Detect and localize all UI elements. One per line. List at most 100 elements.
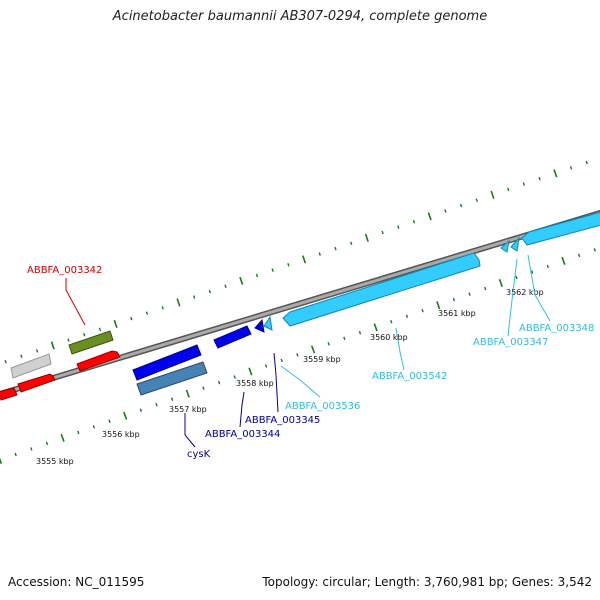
minor-tick <box>155 402 158 407</box>
minor-tick <box>264 364 268 368</box>
gene-label[interactable]: ABBFA_003536 <box>285 401 360 412</box>
minor-tick <box>92 425 96 429</box>
gene-feature-cyan-5[interactable] <box>521 211 600 246</box>
major-tick <box>436 301 441 310</box>
minor-tick <box>569 166 573 170</box>
gene-feature-cyan-4[interactable] <box>510 236 520 252</box>
minor-tick <box>108 419 111 424</box>
minor-tick <box>139 408 143 412</box>
minor-tick <box>20 354 23 358</box>
minor-tick <box>202 386 205 390</box>
minor-tick <box>444 209 447 213</box>
minor-tick <box>192 295 196 299</box>
gene-label[interactable]: ABBFA_003345 <box>245 415 320 426</box>
minor-tick <box>14 452 17 457</box>
gene-feature-red-fwd-2[interactable] <box>17 373 56 393</box>
major-tick <box>302 255 307 264</box>
axis-tick-labels: 3555 kbp 3556 kbp 3557 kbp 3558 kbp 3559… <box>36 288 544 466</box>
gene-label[interactable]: ABBFA_003348 <box>519 323 594 334</box>
minor-tick <box>459 203 463 208</box>
gene-feature-gray[interactable] <box>10 353 52 379</box>
minor-tick <box>390 320 393 324</box>
label-connectors <box>65 254 551 448</box>
major-tick <box>364 233 369 242</box>
minor-tick <box>30 447 33 451</box>
minor-tick <box>475 198 478 202</box>
minor-tick <box>327 342 330 346</box>
minor-tick <box>334 246 337 251</box>
minor-tick <box>507 187 510 192</box>
minor-tick <box>343 336 346 341</box>
gene-label[interactable]: ABBFA_003542 <box>372 371 447 382</box>
major-tick <box>427 212 432 221</box>
minor-tick <box>405 314 409 318</box>
minor-tick <box>67 338 70 342</box>
gene-feature-steel[interactable] <box>136 361 208 396</box>
major-tick <box>373 323 378 332</box>
tick-label: 3561 kbp <box>438 309 476 318</box>
tick-label: 3558 kbp <box>236 379 274 388</box>
major-tick <box>123 411 128 420</box>
major-tick <box>561 256 566 265</box>
genome-summary-text: Topology: circular; Length: 3,760,981 bp… <box>262 575 592 589</box>
tick-label: 3562 kbp <box>506 288 544 297</box>
minor-tick <box>350 241 353 245</box>
gene-label[interactable]: cysK <box>187 449 211 460</box>
minor-tick <box>546 264 550 269</box>
major-tick <box>498 278 503 288</box>
major-tick <box>0 457 3 465</box>
minor-tick <box>577 253 581 258</box>
minor-tick <box>255 273 259 278</box>
gene-feature-cyan-2[interactable] <box>282 252 481 327</box>
minor-tick <box>280 358 283 363</box>
gene-label[interactable]: ABBFA_003344 <box>205 429 280 440</box>
tick-label: 3559 kbp <box>303 355 341 364</box>
minor-tick <box>381 230 384 235</box>
major-tick <box>310 345 316 354</box>
gene-feature-blue-1[interactable] <box>132 344 202 381</box>
minor-tick <box>145 311 149 315</box>
minor-tick <box>515 275 518 280</box>
major-tick <box>553 169 558 178</box>
gene-feature-red-fwd-3[interactable] <box>76 350 121 372</box>
major-tick <box>50 341 55 350</box>
minor-tick <box>468 292 471 296</box>
gene-feature-cyan-3[interactable] <box>500 239 510 253</box>
genome-backbone <box>0 209 600 398</box>
minor-tick <box>287 263 290 267</box>
gene-label[interactable]: ABBFA_003342 <box>27 265 102 276</box>
minor-tick <box>318 252 321 256</box>
minor-tick <box>83 332 86 337</box>
major-tick <box>185 389 190 398</box>
major-tick <box>113 319 118 328</box>
minor-tick <box>4 359 7 364</box>
minor-tick <box>98 327 102 332</box>
minor-tick <box>271 268 274 272</box>
accession-text: Accession: NC_011595 <box>8 575 145 589</box>
gene-labels: ABBFA_003342 ABBFA_003344 ABBFA_003345 c… <box>27 265 594 460</box>
minor-tick <box>130 316 133 321</box>
inner-tick-row <box>0 248 596 465</box>
gene-feature-cyan-1[interactable] <box>263 315 273 331</box>
tick-label: 3555 kbp <box>36 457 74 466</box>
minor-tick <box>170 397 174 401</box>
minor-tick <box>530 270 534 274</box>
minor-tick <box>35 349 39 353</box>
gene-feature-olive[interactable] <box>68 330 114 355</box>
gene-label[interactable]: ABBFA_003347 <box>473 337 548 348</box>
major-tick <box>60 433 65 442</box>
minor-tick <box>484 286 487 291</box>
minor-tick <box>421 308 424 313</box>
gene-feature-red-fwd-1[interactable] <box>0 387 18 401</box>
minor-tick <box>452 297 456 302</box>
gene-feature-blue-3[interactable] <box>254 318 265 333</box>
tick-label: 3557 kbp <box>169 405 207 414</box>
minor-tick <box>585 160 588 165</box>
tick-label: 3560 kbp <box>370 333 408 342</box>
minor-tick <box>522 182 526 186</box>
minor-tick <box>593 248 596 252</box>
outer-tick-row <box>4 160 588 364</box>
major-tick <box>490 190 495 199</box>
gene-feature-blue-2[interactable] <box>213 325 252 349</box>
